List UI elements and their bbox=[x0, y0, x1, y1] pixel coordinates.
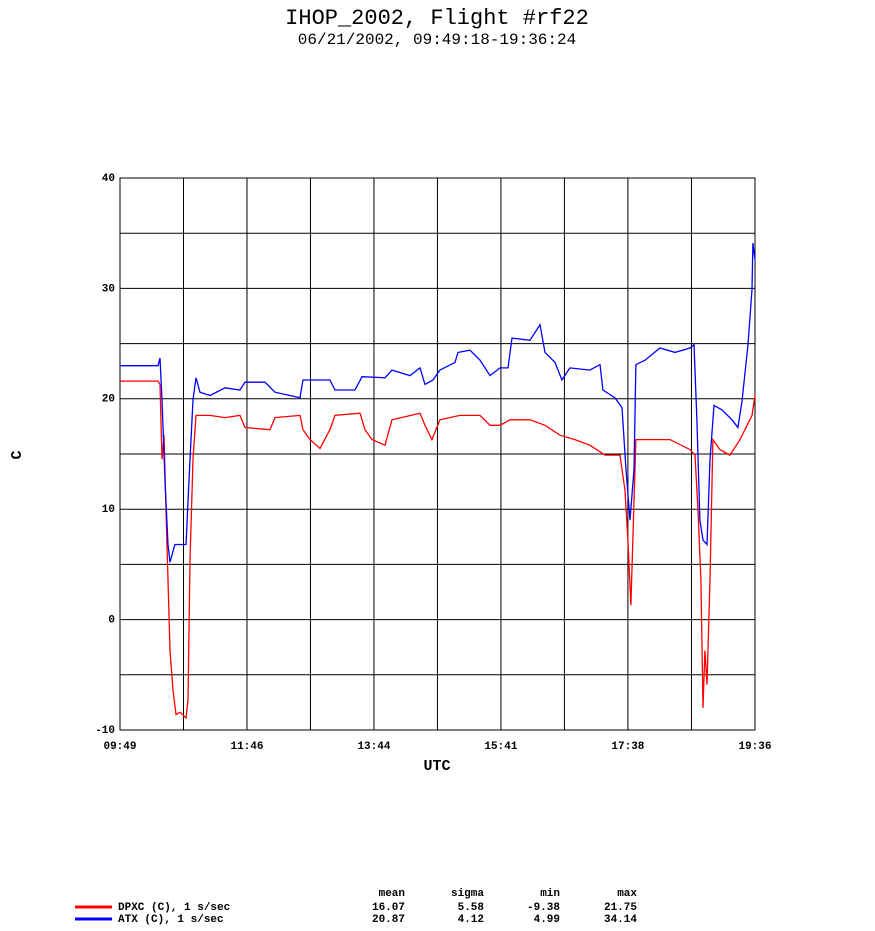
stat-header: mean bbox=[379, 888, 405, 900]
legend-label: DPXC (C), 1 s/sec bbox=[118, 902, 230, 914]
x-tick-label: 13:44 bbox=[357, 741, 390, 753]
plot-frame bbox=[119, 177, 756, 731]
y-axis-label: C bbox=[9, 450, 26, 459]
stat-value: 34.14 bbox=[604, 914, 637, 926]
stat-header: min bbox=[540, 888, 560, 900]
y-tick-label: 0 bbox=[108, 615, 115, 627]
stat-value: -9.38 bbox=[527, 902, 560, 914]
legend-label: ATX (C), 1 s/sec bbox=[118, 914, 224, 926]
stat-value: 4.99 bbox=[534, 914, 560, 926]
y-tick-label: 20 bbox=[102, 394, 115, 406]
chart-subtitle: 06/21/2002, 09:49:18-19:36:24 bbox=[298, 31, 576, 49]
stat-header: max bbox=[617, 888, 637, 900]
stat-value: 4.12 bbox=[458, 914, 484, 926]
y-tick-label: -10 bbox=[95, 725, 115, 737]
x-tick-label: 15:41 bbox=[484, 741, 517, 753]
stat-value: 21.75 bbox=[604, 902, 637, 914]
stat-value: 16.07 bbox=[372, 902, 405, 914]
x-tick-label: 19:36 bbox=[738, 741, 771, 753]
x-tick-label: 09:49 bbox=[103, 741, 136, 753]
chart-title: IHOP_2002, Flight #rf22 bbox=[285, 6, 589, 31]
data-line bbox=[120, 380, 756, 720]
x-axis-label: UTC bbox=[423, 758, 450, 775]
x-tick-label: 11:46 bbox=[230, 741, 263, 753]
y-tick-label: 40 bbox=[102, 173, 115, 185]
stat-value: 5.58 bbox=[458, 902, 485, 914]
stat-header: sigma bbox=[451, 888, 484, 900]
y-tick-label: 30 bbox=[102, 283, 115, 295]
x-tick-label: 17:38 bbox=[611, 741, 644, 753]
data-line bbox=[120, 243, 756, 563]
y-tick-label: 10 bbox=[102, 504, 115, 516]
stat-value: 20.87 bbox=[372, 914, 405, 926]
